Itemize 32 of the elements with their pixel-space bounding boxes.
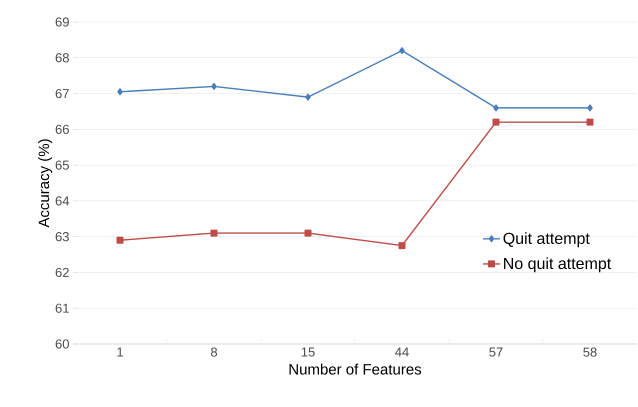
point — [116, 236, 124, 244]
point — [304, 230, 312, 237]
y-tick-label: 68 — [56, 53, 69, 62]
y-tick-label: 65 — [56, 160, 69, 170]
x-tick-label: 8 — [210, 348, 218, 357]
x-tick-label: 1 — [117, 348, 123, 356]
legend-label: No quit attempt — [504, 257, 612, 272]
x-tick-label: 15 — [302, 348, 315, 357]
point — [117, 88, 123, 96]
x-axis-title: Number of Features — [290, 364, 422, 375]
x-tick-label: 58 — [583, 348, 597, 357]
y-tick-label: 63 — [56, 232, 69, 242]
point — [399, 47, 405, 54]
y-tick-label: 64 — [56, 196, 70, 206]
point — [587, 104, 593, 112]
y-tick-label: 67 — [56, 88, 69, 98]
point — [305, 94, 311, 101]
x-tick-label: 44 — [395, 348, 409, 356]
point — [586, 118, 594, 126]
legend-label: Quit attempt — [503, 232, 590, 248]
point — [492, 118, 500, 126]
point — [493, 104, 499, 112]
y-tick-label: 62 — [56, 268, 69, 278]
x-tick-label: 57 — [489, 348, 503, 357]
y-tick-label: 60 — [56, 339, 69, 349]
point — [210, 230, 218, 237]
point — [211, 82, 217, 90]
point — [398, 242, 406, 250]
y-tick-label: 69 — [56, 17, 69, 27]
y-tick-label: 61 — [56, 304, 69, 313]
y-tick-label: 66 — [56, 124, 69, 134]
y-axis-title: Accuracy (%) — [38, 139, 52, 228]
